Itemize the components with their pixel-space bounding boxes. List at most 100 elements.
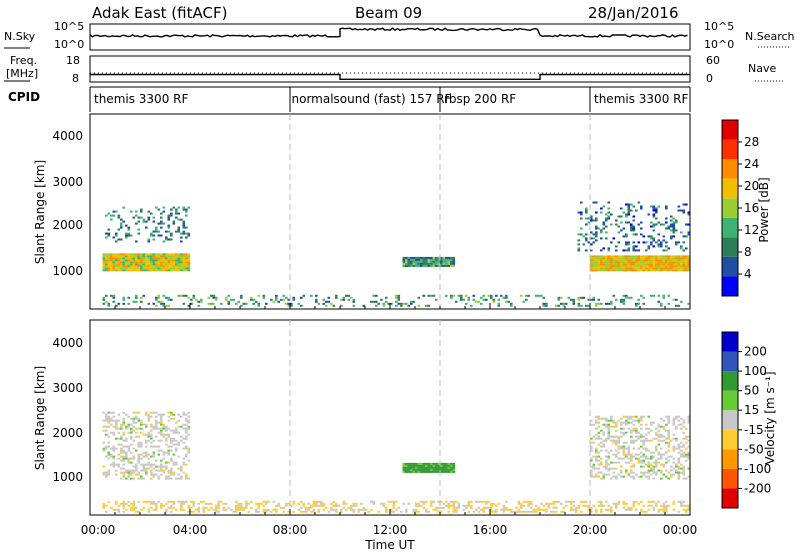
power-cell — [667, 269, 671, 272]
velocity-cell — [127, 469, 131, 472]
velocity-cell — [660, 439, 663, 442]
power-cell — [182, 224, 186, 227]
power-cell — [425, 304, 428, 307]
velocity-cell — [625, 415, 628, 418]
power-cell — [122, 257, 126, 260]
power-cell — [137, 216, 141, 219]
power-cell — [615, 269, 618, 272]
velocity-cell — [680, 445, 683, 448]
power-cell — [610, 213, 613, 216]
velocity-ytick-2000: 2000 — [52, 426, 83, 440]
power-cell — [105, 232, 108, 235]
power-cell — [652, 207, 656, 210]
velocity-cell — [517, 510, 521, 513]
power-cell — [172, 263, 176, 266]
velocity-cell — [130, 429, 133, 432]
velocity-cell — [625, 421, 628, 424]
power-cell — [605, 255, 608, 258]
velocity-cell — [527, 504, 531, 507]
velocity-cell — [185, 477, 188, 480]
velocity-cell — [510, 508, 513, 511]
power-cell — [602, 257, 606, 260]
power-cell — [507, 300, 511, 303]
nave-tick-top: 60 — [706, 54, 720, 67]
velocity-cell — [655, 437, 658, 440]
velocity-cell — [387, 500, 391, 503]
power-cell — [175, 269, 178, 272]
velocity-cell — [477, 510, 481, 513]
velocity-cell — [120, 443, 123, 446]
velocity-cell — [362, 506, 366, 509]
velocity-cbar-frame — [721, 331, 739, 509]
power-cell — [667, 257, 671, 260]
power-cell — [145, 255, 148, 258]
velocity-cell — [647, 427, 651, 430]
power-cell — [637, 302, 641, 305]
velocity-cell — [212, 508, 216, 511]
power-cell — [650, 267, 653, 270]
velocity-cell — [677, 457, 681, 460]
velocity-cell — [447, 506, 451, 509]
velocity-cell — [130, 423, 133, 426]
power-cell — [527, 294, 531, 297]
velocity-cell — [622, 449, 626, 452]
power-cell — [625, 257, 628, 260]
power-cell — [645, 255, 648, 258]
velocity-cell — [107, 500, 111, 503]
velocity-cell — [292, 510, 296, 513]
velocity-cell — [630, 415, 633, 418]
power-cell — [642, 255, 646, 258]
power-cell — [627, 241, 631, 244]
power-cell — [425, 264, 428, 267]
nave-label: Nave — [748, 62, 776, 75]
velocity-cell — [130, 508, 133, 511]
power-cell — [145, 265, 148, 268]
power-cell — [402, 260, 406, 263]
power-cell — [150, 232, 153, 235]
velocity-cell — [657, 439, 661, 442]
velocity-cell — [322, 504, 326, 507]
velocity-cell — [277, 502, 281, 505]
velocity-cell — [645, 433, 648, 436]
velocity-cell — [650, 451, 653, 454]
velocity-cell — [442, 468, 446, 471]
power-cell — [147, 259, 151, 262]
velocity-cell — [410, 466, 413, 469]
noise-search-label: N.Search — [745, 30, 795, 43]
velocity-cell — [102, 411, 106, 414]
power-cell — [652, 267, 656, 270]
velocity-cell — [165, 425, 168, 428]
power-cell — [422, 264, 426, 267]
velocity-cell — [415, 470, 418, 473]
velocity-cell — [105, 475, 108, 478]
power-cell — [665, 205, 668, 208]
power-cell — [620, 221, 623, 224]
velocity-cell — [137, 453, 141, 456]
velocity-cell — [547, 502, 551, 505]
velocity-cell — [390, 508, 393, 511]
power-cell — [170, 298, 173, 301]
velocity-cell — [682, 477, 686, 480]
velocity-cell — [335, 502, 338, 505]
power-cell — [185, 269, 188, 272]
velocity-cell — [605, 455, 608, 458]
power-cell — [615, 298, 618, 301]
power-cell — [432, 264, 436, 267]
power-cell — [272, 300, 276, 303]
power-cell — [117, 261, 121, 264]
power-cell — [182, 265, 186, 268]
power-cell — [560, 302, 563, 305]
velocity-cell — [595, 427, 598, 430]
velocity-cell — [130, 469, 133, 472]
power-cell — [180, 253, 183, 256]
velocity-cell — [115, 447, 118, 450]
power-cell — [602, 205, 606, 208]
power-cell — [672, 255, 676, 258]
power-cell — [405, 258, 408, 261]
velocity-cell — [457, 504, 461, 507]
velocity-cell — [122, 475, 126, 478]
velocity-cell — [450, 466, 453, 469]
power-cell — [655, 207, 658, 210]
power-cell — [187, 257, 191, 260]
power-cell — [570, 298, 573, 301]
